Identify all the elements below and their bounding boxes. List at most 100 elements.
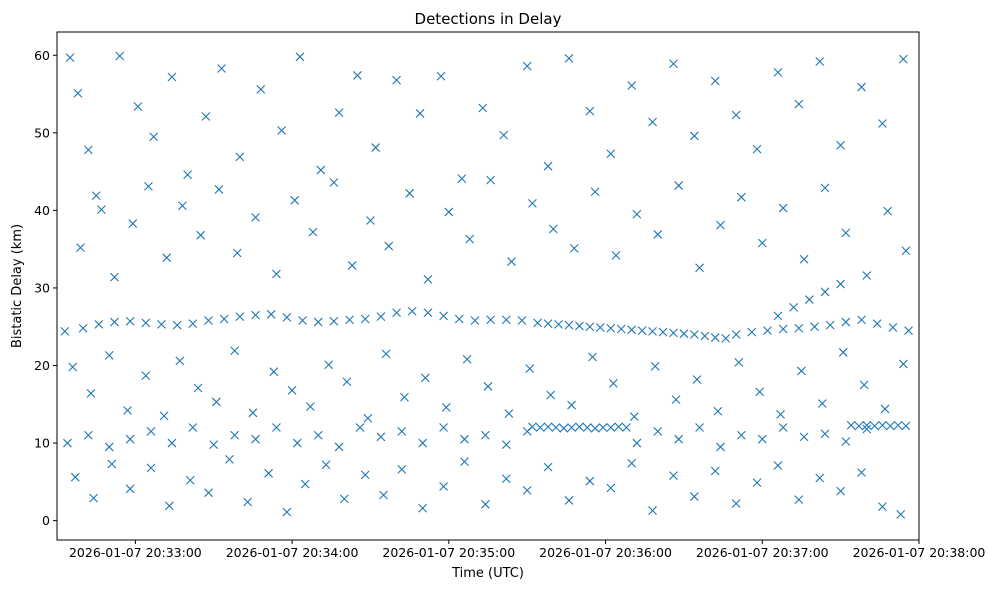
clutter-point <box>736 192 746 202</box>
main-track-point <box>731 330 741 339</box>
clutter-point <box>162 253 172 263</box>
clutter-point <box>347 261 357 270</box>
near-range-cluster-point <box>334 442 344 452</box>
main-track-point <box>585 322 595 332</box>
clutter-point <box>146 463 156 473</box>
clutter-point <box>499 130 509 140</box>
clutter-point <box>857 468 866 477</box>
near-range-cluster-point <box>63 438 72 448</box>
clutter-point <box>606 483 616 493</box>
clutter-point <box>128 219 138 228</box>
clutter-point <box>462 354 472 364</box>
main-track-point <box>872 319 882 329</box>
main-track-point <box>825 320 835 330</box>
main-track-point <box>517 316 527 325</box>
clutter-point <box>321 460 331 470</box>
near-range-cluster-point <box>188 423 198 432</box>
clutter-point <box>543 462 553 472</box>
clutter-point <box>486 175 496 185</box>
y-tick-label: 60 <box>34 48 50 63</box>
clutter-point <box>507 257 516 266</box>
clutter-point <box>757 238 767 248</box>
main-track-point <box>360 314 370 324</box>
main-track-point <box>423 308 433 318</box>
near-range-cluster-point <box>551 423 561 432</box>
near-range-cluster-point <box>418 438 428 448</box>
clutter-point <box>441 402 451 412</box>
clutter-point <box>248 408 258 418</box>
clutter-point <box>295 52 305 62</box>
near-range-cluster-point <box>528 422 537 432</box>
main-track-point <box>78 323 88 333</box>
clutter-point <box>214 185 224 194</box>
clutter-point <box>838 347 848 357</box>
clutter-point <box>898 359 908 369</box>
main-track-point <box>94 320 104 329</box>
clutter-point <box>731 499 741 508</box>
x-tick-label: 2026-01-07 20:36:00 <box>539 545 672 560</box>
main-track-point <box>219 314 229 324</box>
y-tick-label: 10 <box>34 436 50 451</box>
clutter-point <box>269 367 279 377</box>
main-track-point <box>841 317 851 327</box>
near-range-cluster-point <box>862 420 872 430</box>
main-track-point <box>747 327 757 337</box>
main-track-point <box>141 318 151 328</box>
clutter-point <box>211 397 221 407</box>
clutter-point <box>896 510 906 519</box>
main-track-point <box>392 308 401 318</box>
clutter-point <box>308 227 318 237</box>
main-track-point <box>710 333 720 342</box>
near-range-cluster-point <box>885 421 895 431</box>
main-track-point <box>648 326 657 336</box>
near-range-cluster-point <box>757 434 767 444</box>
clutter-point <box>528 199 537 208</box>
main-track-point <box>298 316 307 325</box>
main-track-point <box>329 316 339 326</box>
near-range-cluster-point <box>695 423 704 432</box>
clutter-point <box>264 468 273 478</box>
near-range-cluster-point <box>460 434 469 444</box>
clutter-point <box>731 110 741 120</box>
clutter-point <box>256 85 266 94</box>
near-range-cluster-point <box>653 427 663 436</box>
y-tick-label: 20 <box>34 358 50 373</box>
clutter-point <box>857 82 866 92</box>
clutter-point <box>627 81 637 90</box>
near-range-cluster-point <box>614 422 623 432</box>
clutter-point <box>65 53 75 62</box>
clutter-point <box>334 108 344 118</box>
clutter-point <box>300 479 310 489</box>
clutter-point <box>97 205 106 214</box>
clutter-point <box>773 67 783 77</box>
clutter-point <box>107 459 117 469</box>
clutter-point <box>70 472 80 482</box>
main-track-point <box>763 326 772 335</box>
near-range-cluster-point <box>893 420 903 430</box>
main-track-point <box>157 320 166 329</box>
main-track-point <box>60 326 70 336</box>
clutter-point <box>272 269 281 279</box>
main-track-point <box>110 317 119 327</box>
clutter-point <box>689 492 699 501</box>
clutter-point <box>91 191 101 201</box>
clutter-point <box>183 170 192 180</box>
clutter-point <box>251 212 260 222</box>
clutter-point <box>713 406 723 416</box>
clutter-point <box>650 361 660 371</box>
clutter-point <box>585 476 595 486</box>
clutter-point <box>360 470 370 480</box>
near-range-cluster-point <box>439 423 448 432</box>
near-range-cluster-point <box>598 423 608 432</box>
clutter-point <box>752 478 762 487</box>
clutter-point <box>755 387 765 397</box>
clutter-point <box>525 364 535 373</box>
x-tick-label: 2026-01-07 20:37:00 <box>696 545 829 560</box>
clutter-point <box>817 399 827 408</box>
main-track-point <box>789 302 799 312</box>
clutter-point <box>564 496 574 505</box>
near-range-cluster-point <box>535 423 545 432</box>
clutter-point <box>569 243 579 253</box>
clutter-point <box>815 57 825 66</box>
clutter-point <box>185 475 195 485</box>
